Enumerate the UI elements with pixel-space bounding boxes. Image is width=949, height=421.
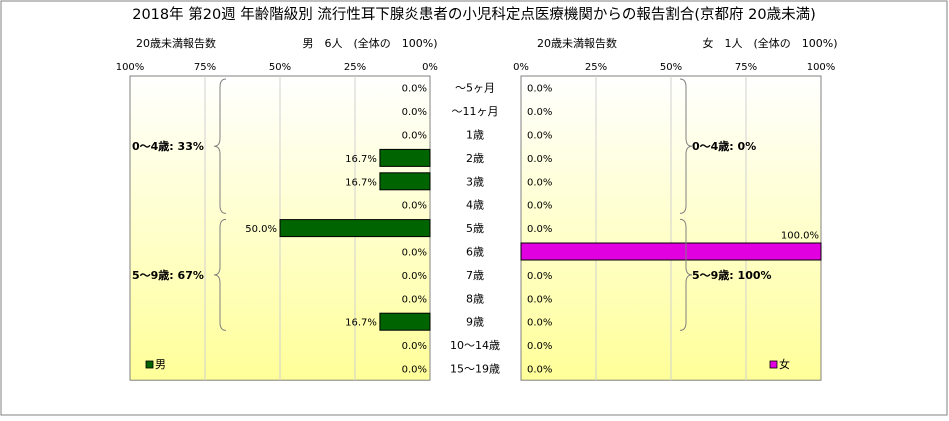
group-brace [213, 78, 227, 214]
category-label: 8歳 [466, 292, 484, 305]
data-label: 0.0% [402, 294, 427, 305]
legend-label: 女 [779, 357, 790, 371]
data-label: 16.7% [345, 177, 377, 188]
data-label: 0.0% [402, 201, 427, 212]
x-tick-label: 100% [807, 62, 836, 73]
chart-title: 2018年 第20週 年齢階級別 流行性耳下腺炎患者の小児科定点医療機関からの報… [132, 5, 816, 23]
data-label: 0.0% [402, 341, 427, 352]
bar [379, 312, 431, 331]
category-label: 3歳 [466, 175, 484, 188]
data-label: 16.7% [345, 318, 377, 329]
x-tick-label: 75% [735, 62, 757, 73]
group-label: 0～4歳: 0% [692, 139, 756, 153]
data-label: 0.0% [527, 131, 552, 142]
data-label: 0.0% [402, 248, 427, 259]
data-label: 0.0% [402, 271, 427, 282]
category-label: 1歳 [466, 129, 484, 142]
data-label: 0.0% [527, 177, 552, 188]
data-label: 0.0% [527, 224, 552, 235]
data-label: 50.0% [245, 224, 277, 235]
category-label: 7歳 [466, 269, 484, 282]
subtitle-count-label: 20歳未満報告数 [537, 37, 617, 50]
data-label: 0.0% [402, 365, 427, 376]
x-tick-label: 0% [422, 62, 438, 73]
data-label: 0.0% [527, 318, 552, 329]
x-tick-label: 25% [585, 62, 607, 73]
category-label: 6歳 [466, 246, 484, 259]
data-label: 0.0% [527, 271, 552, 282]
data-label: 0.0% [527, 84, 552, 95]
group-brace [213, 218, 227, 331]
x-tick-label: 100% [116, 62, 145, 73]
subtitle-total: 女 1人 (全体の 100%) [702, 36, 837, 50]
bar [520, 242, 822, 261]
data-label: 0.0% [527, 294, 552, 305]
data-label: 0.0% [527, 341, 552, 352]
data-label: 0.0% [527, 201, 552, 212]
group-label: 5～9歳: 100% [692, 268, 772, 282]
category-label: ～5ヶ月 [455, 82, 495, 95]
category-label: 15～19歳 [450, 363, 500, 376]
x-tick-label: 0% [513, 62, 529, 73]
data-label: 0.0% [402, 107, 427, 118]
subtitle-count-label: 20歳未満報告数 [136, 37, 216, 50]
bar [379, 172, 431, 191]
data-label: 100.0% [781, 231, 819, 242]
legend-swatch [769, 360, 778, 369]
category-label: 9歳 [466, 316, 484, 329]
x-tick-label: 50% [660, 62, 682, 73]
category-label: 5歳 [466, 222, 484, 235]
category-label: 10～14歳 [450, 339, 500, 352]
data-label: 0.0% [527, 107, 552, 118]
data-label: 0.0% [402, 131, 427, 142]
data-label: 0.0% [402, 84, 427, 95]
group-label: 0～4歳: 33% [132, 139, 204, 153]
data-label: 0.0% [527, 154, 552, 165]
x-tick-label: 25% [344, 62, 366, 73]
subtitle-total: 男 6人 (全体の 100%) [302, 36, 437, 50]
bar [379, 148, 431, 167]
x-tick-label: 50% [269, 62, 291, 73]
group-brace [679, 218, 693, 331]
data-label: 0.0% [527, 365, 552, 376]
bar [279, 219, 431, 238]
data-label: 16.7% [345, 154, 377, 165]
group-brace [679, 78, 693, 214]
category-label: 2歳 [466, 152, 484, 165]
category-label: ～11ヶ月 [452, 105, 499, 118]
category-label: 4歳 [466, 199, 484, 212]
group-label: 5～9歳: 67% [132, 268, 204, 282]
legend-label: 男 [155, 358, 166, 371]
x-tick-label: 75% [194, 62, 216, 73]
legend-swatch [145, 360, 154, 369]
